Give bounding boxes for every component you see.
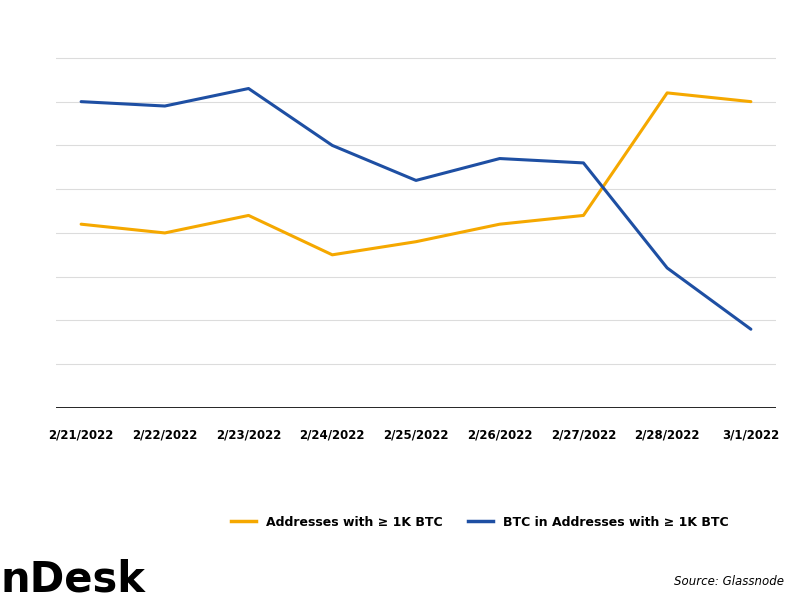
Text: 2/25/2022: 2/25/2022	[383, 429, 449, 442]
Legend: Addresses with ≥ 1K BTC, BTC in Addresses with ≥ 1K BTC: Addresses with ≥ 1K BTC, BTC in Addresse…	[226, 511, 734, 534]
Text: nDesk: nDesk	[0, 558, 145, 600]
Text: 2/26/2022: 2/26/2022	[467, 429, 533, 442]
Text: 3/1/2022: 3/1/2022	[722, 429, 779, 442]
Text: 2/21/2022: 2/21/2022	[49, 429, 114, 442]
Text: 2/27/2022: 2/27/2022	[550, 429, 616, 442]
Text: 2/28/2022: 2/28/2022	[634, 429, 700, 442]
Text: 2/23/2022: 2/23/2022	[216, 429, 282, 442]
Text: 2/22/2022: 2/22/2022	[132, 429, 198, 442]
Text: Source: Glassnode: Source: Glassnode	[674, 575, 784, 588]
Text: 2/24/2022: 2/24/2022	[299, 429, 365, 442]
